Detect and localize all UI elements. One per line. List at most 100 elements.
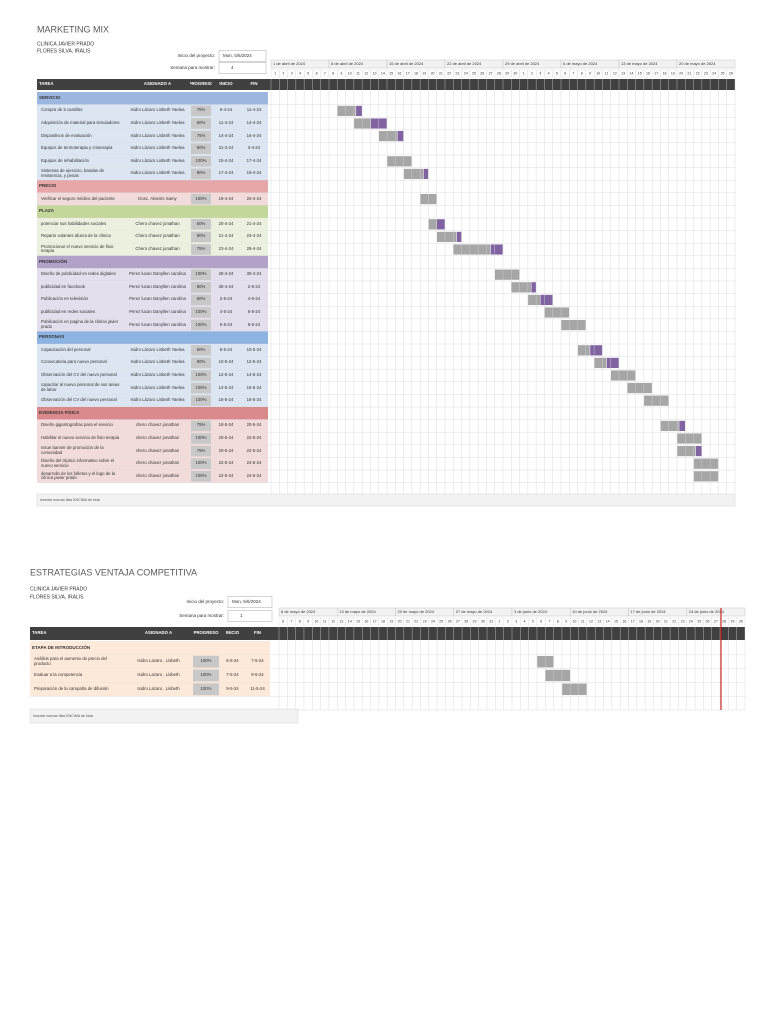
day-number: 26 <box>448 620 452 624</box>
day-number: 21 <box>664 620 668 624</box>
start-date: 30-4-24 <box>218 283 234 289</box>
column-header-box: INICIO <box>219 81 232 86</box>
column-header-box: PROGRESO <box>194 630 219 635</box>
section-name: PLAZA <box>39 208 54 214</box>
start-date-box: 11-4-24 <box>219 120 234 125</box>
day-number: 14 <box>629 72 633 76</box>
day-number: 19 <box>389 620 393 624</box>
bar-done <box>544 307 570 319</box>
day-number: 4 <box>299 72 301 76</box>
assignee: Isidro Lázaro Lisbeth Yaelea <box>130 170 185 176</box>
start-date: 20-4-24 <box>218 220 234 226</box>
header-row <box>30 627 745 640</box>
progress: 100% <box>195 460 207 466</box>
company: CLINICA JAVIER PRADO <box>30 586 87 592</box>
column-header: TAREA <box>32 630 47 636</box>
day-number: 6 <box>540 620 542 624</box>
week-label: Semana para mostrar: <box>179 613 224 618</box>
day-number: 13 <box>339 620 343 624</box>
section-row <box>37 407 268 420</box>
progress-box: 100% <box>196 322 207 327</box>
progress: 100% <box>195 472 207 478</box>
task-name: publicidad en redes sociales <box>41 309 95 315</box>
task-name-box: Evaluar a la competencia <box>34 672 82 677</box>
progress: 100% <box>195 397 207 403</box>
day-number: 16 <box>622 620 626 624</box>
assignee: chero chavez jonathan <box>135 435 180 441</box>
start-date: 4-5-24 <box>219 309 233 315</box>
assignee-box: Isidro Lázaro Lisbeth Yaelea <box>130 133 184 138</box>
progress-box: 80% <box>197 234 206 239</box>
start-date: 19-4-24 <box>218 195 234 201</box>
day-number: 10 <box>572 620 576 624</box>
assignee-box: Chero chavez jonathan <box>135 246 179 251</box>
end-date: 24-5-24 <box>246 460 262 466</box>
task-name: Habilitar el nuevo servicio de fisio ter… <box>41 435 120 441</box>
progress: 100% <box>195 195 207 201</box>
progress-cell <box>191 118 211 129</box>
header-row <box>37 79 735 90</box>
day-number: 9 <box>307 620 309 624</box>
assignee: Perez lucan Danyllen carolina <box>129 309 186 315</box>
end-date-box: 20-4-24 <box>247 196 262 201</box>
task-name: Publicación en pagina de la clinica javi… <box>41 319 119 330</box>
bar-done <box>577 344 591 356</box>
section-name-box: ETAPA DE INTRODUCCIÓN <box>32 645 90 650</box>
task-name: Adquisición de material para simuladores <box>41 120 120 126</box>
column-header: ASIGNADO A <box>144 630 173 636</box>
task-name: Capacitación del personal <box>41 346 91 352</box>
progress-cell <box>191 370 211 381</box>
start-date-box: 20-4-24 <box>218 220 234 226</box>
progress-cell <box>191 307 211 318</box>
progress-cell <box>191 143 211 154</box>
task-name-box: Habilitar el nuevo servicio de fisio ter… <box>41 435 120 441</box>
day-number: 16 <box>364 620 368 624</box>
task-name-box: desarrollo de los folletos y el logo de … <box>41 471 115 480</box>
assignee-box: Dosc. Alvarés Samy <box>138 196 176 201</box>
day-number: 5 <box>556 72 558 76</box>
end-date-box: 16-4-24 <box>247 133 262 138</box>
progress-cell <box>191 471 211 482</box>
day-number: 12 <box>589 620 593 624</box>
progress-box: 100% <box>196 385 207 390</box>
task-name-box: Análisis para el aumento de precio del p… <box>34 656 107 666</box>
start-date-box: 28-4-24 <box>219 271 234 276</box>
day-number: 26 <box>706 620 710 624</box>
day-number: 11 <box>581 620 585 624</box>
week-header: 6 de mayo de 2024 <box>281 609 316 614</box>
progress-box: 75% <box>197 133 206 138</box>
assignee-box: chero chavez jonathan <box>136 473 179 478</box>
column-header-box: TAREA <box>32 630 47 636</box>
task-name-box: Diseño del tríptico informativo sobre el… <box>41 458 114 467</box>
end-date-box: 17-4-24 <box>247 158 262 163</box>
section-name-box: PLAZA <box>39 208 54 214</box>
day-number: 29 <box>731 620 735 624</box>
task-name-box: Preparación de la campaña de difusión <box>34 686 109 691</box>
task-name-box: potenciar sus habilidades sociales <box>41 221 106 226</box>
progress-cell <box>191 345 211 356</box>
end-date: 11-4-24 <box>246 107 262 113</box>
assignee: Isidro Lázaro Lisbeth Yaelea <box>130 107 185 113</box>
task-name: Issue banner de promoción de la comunida… <box>41 445 104 456</box>
assignee-box: Perez lucan Danyllen carolina <box>129 284 186 289</box>
progress-box: 75% <box>197 423 206 428</box>
week-header: 29 de abril de 2024 <box>505 61 540 66</box>
section-name-box: PERSONAS <box>39 334 64 339</box>
day-number: 20 <box>656 620 660 624</box>
assignee-box: Perez lucan Danyllen carolina <box>129 271 186 276</box>
day-number: 23 <box>423 620 427 624</box>
day-number: 22 <box>447 72 451 76</box>
bar-remaining <box>355 105 363 117</box>
progress: 100% <box>200 685 212 691</box>
bar-done <box>643 395 669 407</box>
section-name: SERVICIO <box>39 94 61 100</box>
week-cell <box>686 607 746 617</box>
end-date-box: 20-5-24 <box>247 423 262 428</box>
progress-cell <box>191 445 211 457</box>
assignee-box: Isidro Lázaro Lisbeth Yaelea <box>130 170 185 176</box>
progress-cell <box>191 395 211 406</box>
bar-done <box>676 433 703 445</box>
progress-box: 100% <box>196 435 207 440</box>
start-date: 6-5-24 <box>219 321 233 327</box>
start-date-box: 20-5-24 <box>219 448 234 453</box>
